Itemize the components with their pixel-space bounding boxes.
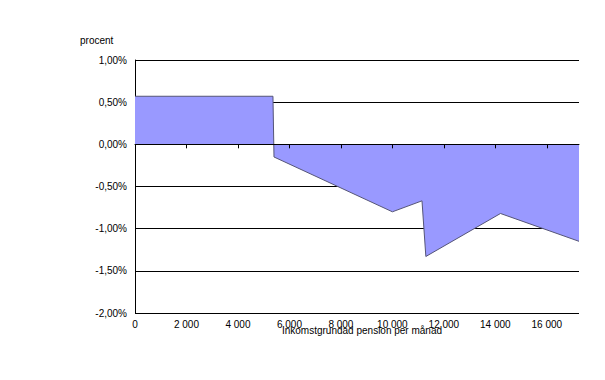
svg-text:14 000: 14 000 <box>480 319 511 330</box>
svg-text:0,00%: 0,00% <box>99 139 127 150</box>
svg-text:0: 0 <box>132 319 138 330</box>
svg-text:Inkomstgrundad pension per mån: Inkomstgrundad pension per månad <box>282 325 442 336</box>
svg-text:0,50%: 0,50% <box>99 97 127 108</box>
svg-text:2 000: 2 000 <box>174 319 199 330</box>
svg-text:-0,50%: -0,50% <box>95 181 127 192</box>
svg-text:4 000: 4 000 <box>225 319 250 330</box>
svg-text:procent: procent <box>80 35 114 46</box>
svg-text:12 000: 12 000 <box>428 318 460 330</box>
svg-text:16 000: 16 000 <box>532 319 563 330</box>
svg-text:-2,00%: -2,00% <box>95 308 127 319</box>
svg-text:-1,00%: -1,00% <box>95 223 127 234</box>
svg-text:1,00%: 1,00% <box>99 55 127 66</box>
svg-text:-1,50%: -1,50% <box>95 265 127 276</box>
